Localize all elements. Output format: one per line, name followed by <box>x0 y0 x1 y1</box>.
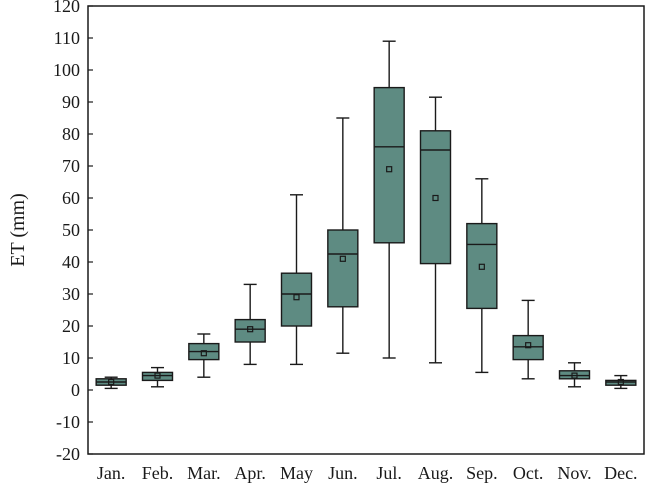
x-tick-label: Sep. <box>466 463 498 483</box>
x-tick-label: Jul. <box>376 463 402 483</box>
mean-marker <box>525 342 532 349</box>
y-axis-ticks: -20 -10 0 10 20 30 40 50 60 70 80 90 100 110 120 <box>53 0 93 464</box>
y-tick-label: 10 <box>62 348 80 368</box>
y-tick-label: 120 <box>53 0 80 16</box>
iqr-box <box>605 379 637 386</box>
y-tick-label: 70 <box>62 156 80 176</box>
y-tick-label: 100 <box>53 60 80 80</box>
box-series <box>95 40 637 390</box>
plot-frame <box>87 5 645 455</box>
iqr-box <box>466 222 498 310</box>
iqr-box <box>558 370 591 380</box>
mean-marker <box>617 378 624 386</box>
mean-marker <box>154 372 161 379</box>
y-tick-label: 20 <box>62 316 80 336</box>
x-axis-ticks: Jan. Feb. Mar. Apr. May Jun. Jul. Aug. Sep. Oct. N… <box>97 463 638 483</box>
x-tick-label: Jan. <box>97 463 126 483</box>
x-tick-label: May <box>280 463 313 483</box>
x-tick-label: Aug. <box>418 463 454 483</box>
y-axis-label: ET (mm) <box>7 193 29 267</box>
box-12 <box>605 374 637 390</box>
box-8 <box>419 96 452 364</box>
box-11 <box>558 362 591 388</box>
mean-marker <box>108 378 115 386</box>
iqr-box <box>419 130 452 265</box>
mean-marker <box>247 326 254 333</box>
box-2 <box>141 366 174 388</box>
box-3 <box>188 333 220 378</box>
box-6 <box>327 117 359 354</box>
x-tick-label: Dec. <box>604 463 637 483</box>
iqr-box <box>327 229 359 308</box>
x-tick-label: Jun. <box>328 463 358 483</box>
mean-marker <box>200 350 207 357</box>
x-tick-label: Feb. <box>142 463 174 483</box>
iqr-box <box>234 318 266 343</box>
box-7 <box>373 40 405 359</box>
y-tick-label: 60 <box>62 188 80 208</box>
mean-marker <box>432 194 439 202</box>
mean-marker <box>293 294 300 301</box>
x-tick-label: Oct. <box>513 463 544 483</box>
x-tick-label: Apr. <box>234 463 266 483</box>
box-5 <box>280 194 313 366</box>
y-tick-label: 30 <box>62 284 80 304</box>
y-tick-label: 110 <box>54 28 80 48</box>
y-tick-label: 90 <box>62 92 80 112</box>
mean-marker <box>386 166 393 173</box>
y-tick-label: 50 <box>62 220 80 240</box>
iqr-box <box>373 86 405 244</box>
mean-marker <box>571 372 578 379</box>
mean-marker <box>339 255 346 262</box>
y-tick-label: 40 <box>62 252 80 272</box>
mean-marker <box>478 263 485 270</box>
y-tick-label: -20 <box>56 444 80 464</box>
iqr-box <box>141 371 174 382</box>
box-4 <box>234 283 266 366</box>
box-1 <box>95 376 127 390</box>
x-tick-label: Mar. <box>187 463 221 483</box>
y-tick-label: 0 <box>71 380 80 400</box>
x-tick-label: Nov. <box>557 463 591 483</box>
box-10 <box>512 299 544 380</box>
y-tick-label: -10 <box>56 412 80 432</box>
y-tick-label: 80 <box>62 124 80 144</box>
box-9 <box>466 178 498 374</box>
